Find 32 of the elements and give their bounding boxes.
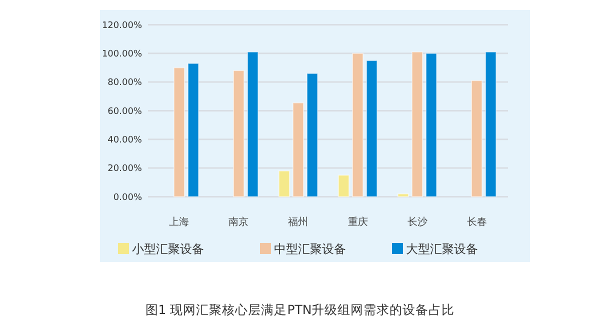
y-tick-label: 60.00%: [108, 106, 142, 117]
bar: [366, 60, 378, 198]
y-tick-label: 20.00%: [108, 164, 142, 174]
x-tick-label: 长春: [466, 216, 487, 228]
x-tick-label: 南京: [228, 216, 249, 228]
bar: [426, 52, 438, 198]
x-tick-label: 长沙: [407, 216, 428, 228]
bar: [338, 174, 350, 198]
legend-label: 大型汇聚设备: [406, 242, 478, 256]
bar: [485, 51, 497, 198]
legend-label: 中型汇聚设备: [274, 242, 346, 256]
legend-label: 小型汇聚设备: [132, 242, 204, 256]
y-tick-label: 40.00%: [108, 136, 142, 146]
bar: [306, 72, 318, 198]
bar: [470, 80, 483, 198]
y-tick-label: 0.00%: [113, 192, 142, 203]
x-tick-label: 上海: [169, 216, 190, 228]
y-tick-label: 80.00%: [108, 78, 142, 88]
x-tick-label: 福州: [288, 216, 308, 228]
bar: [232, 70, 245, 198]
bar: [278, 170, 290, 198]
bar: [397, 193, 409, 198]
y-tick-label: 100.00%: [102, 50, 142, 60]
bar: [292, 102, 304, 198]
bar: [411, 51, 424, 198]
text: 图1 现网汇聚核心层满足PTN升级组网需求的设备占比: [145, 302, 455, 317]
bar: [188, 62, 200, 198]
x-tick-label: 重庆: [348, 216, 368, 228]
bar: [247, 51, 259, 198]
y-tick-label: 120.00%: [102, 20, 142, 31]
bar: [173, 67, 186, 198]
bar: [352, 52, 364, 198]
